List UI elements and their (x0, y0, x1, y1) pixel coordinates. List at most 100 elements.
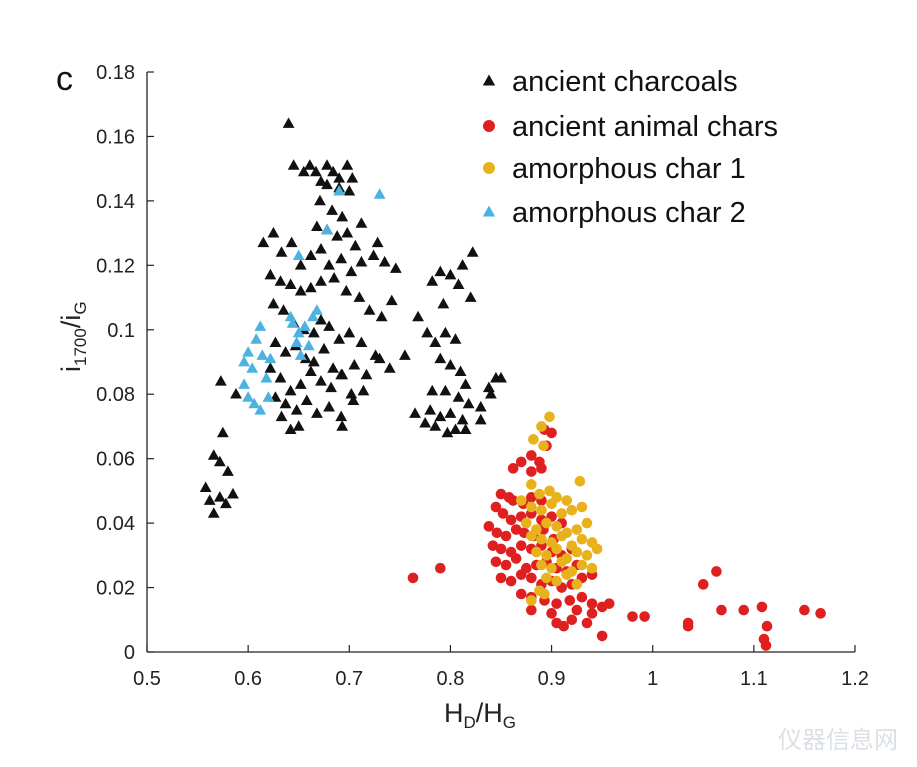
data-point (399, 349, 411, 360)
data-point (248, 397, 261, 409)
data-point (412, 310, 424, 322)
legend-marker (483, 120, 495, 132)
data-point (267, 226, 280, 238)
data-point (355, 255, 368, 267)
data-point (343, 326, 356, 338)
data-point (335, 410, 348, 422)
data-point (264, 268, 277, 280)
data-point (441, 426, 454, 438)
data-point (304, 281, 317, 293)
data-point (311, 407, 323, 418)
legend-marker (482, 74, 496, 86)
data-point (267, 297, 280, 309)
data-point (222, 465, 234, 476)
data-point (347, 394, 360, 406)
data-point (435, 562, 446, 574)
data-point (336, 420, 349, 431)
data-point (331, 230, 344, 241)
data-point (238, 355, 250, 367)
data-point (257, 236, 270, 248)
data-point (497, 508, 509, 519)
data-point (238, 378, 250, 389)
data-point (449, 333, 462, 344)
data-point (546, 608, 557, 619)
y-ticks: 0 0.02 0.04 0.06 0.08 0.1 0.12 0.14 0.16 0.18 (96, 62, 154, 664)
x-tick-label: 1.2 (841, 668, 869, 690)
data-point (335, 252, 348, 264)
data-point (541, 550, 552, 561)
data-point (325, 381, 337, 393)
data-point (566, 614, 578, 626)
data-point (323, 259, 335, 270)
data-points (199, 117, 826, 651)
data-point (292, 249, 305, 261)
series-ancient-charcoals (199, 117, 507, 518)
data-point (581, 617, 593, 629)
data-point (250, 333, 263, 344)
data-point (515, 456, 527, 468)
data-point (466, 246, 479, 257)
data-point (556, 556, 567, 568)
data-point (314, 194, 326, 206)
data-point (216, 426, 229, 438)
data-point (556, 508, 567, 519)
data-point (538, 440, 549, 452)
data-point (581, 550, 593, 561)
data-point (256, 349, 269, 360)
data-point (490, 556, 502, 568)
data-point (333, 185, 346, 196)
data-point (311, 220, 323, 232)
data-point (556, 530, 567, 542)
data-point (536, 504, 547, 516)
data-point (345, 265, 358, 277)
data-point (815, 608, 826, 619)
data-point (474, 400, 487, 412)
data-point (297, 165, 310, 177)
data-point (444, 407, 457, 418)
data-point (459, 378, 472, 389)
data-point (307, 326, 320, 338)
data-point (526, 604, 537, 616)
data-point (500, 559, 512, 571)
data-point (375, 310, 388, 322)
data-point (507, 463, 519, 474)
data-point (536, 463, 547, 474)
data-point (254, 404, 267, 415)
data-point (340, 284, 353, 296)
data-point (306, 310, 319, 322)
data-point (515, 495, 527, 506)
data-point (292, 420, 305, 431)
x-tick-label: 0.6 (234, 668, 262, 690)
data-point (409, 407, 421, 418)
data-point (576, 559, 588, 571)
data-point (452, 391, 465, 402)
data-point (254, 320, 267, 331)
y-tick-label: 0.04 (96, 513, 135, 535)
y-axis-label-sub2: G (71, 301, 90, 314)
x-tick-label: 1.1 (740, 668, 768, 690)
data-point (551, 598, 562, 609)
data-point (571, 604, 583, 616)
data-point (284, 423, 297, 435)
legend-label: ancient charcoals (512, 66, 738, 98)
data-point (526, 572, 537, 584)
data-point (336, 210, 349, 222)
data-point (586, 562, 598, 574)
axes (146, 72, 855, 653)
legend-label: amorphous char 1 (512, 153, 746, 185)
data-point (546, 498, 557, 510)
data-point (531, 546, 542, 558)
data-point (571, 546, 583, 558)
data-point (279, 397, 292, 409)
data-point (546, 562, 557, 574)
data-point (534, 488, 545, 500)
data-point (515, 569, 527, 580)
data-point (304, 365, 317, 377)
x-axis-label-sub2: G (503, 713, 516, 732)
data-point (434, 265, 447, 277)
x-tick-label: 0.7 (335, 668, 363, 690)
data-point (459, 423, 472, 435)
data-point (285, 236, 298, 248)
data-point (321, 178, 333, 190)
data-point (230, 388, 242, 399)
